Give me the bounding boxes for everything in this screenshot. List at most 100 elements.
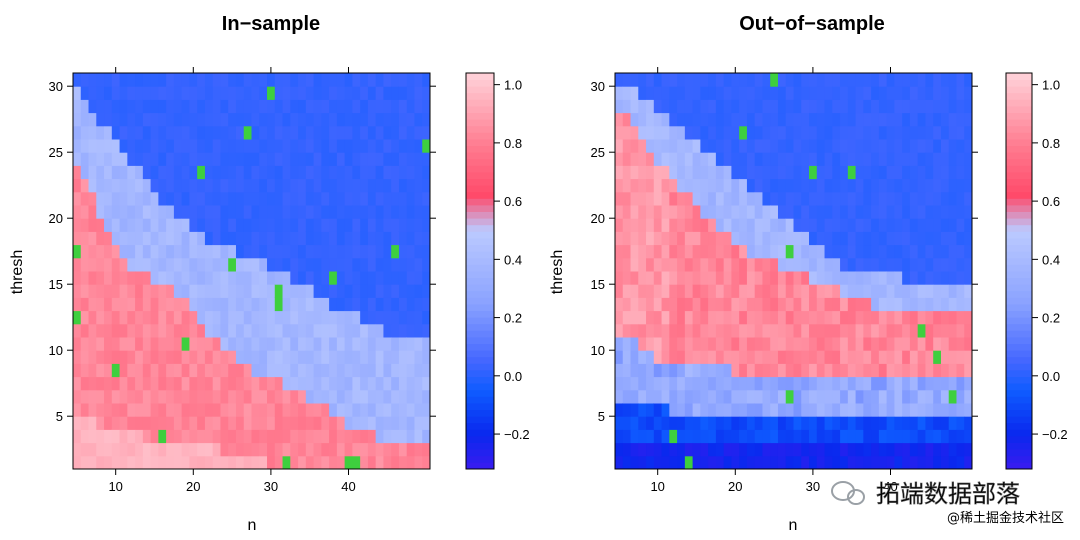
colorbar-segment <box>1006 165 1032 173</box>
heatmap-cell <box>259 139 268 153</box>
heatmap-cell <box>375 165 384 180</box>
colorbar-segment <box>466 99 494 107</box>
heatmap-cell <box>816 112 826 127</box>
colorbar-frame <box>1005 72 1033 470</box>
heatmap-cell <box>80 165 90 180</box>
heatmap-cell <box>878 191 888 206</box>
heatmap-cell <box>964 389 973 404</box>
heatmap-cell <box>777 284 787 298</box>
heatmap-cell <box>119 86 128 100</box>
heatmap-cell <box>715 86 725 100</box>
heatmap-cell <box>398 257 408 272</box>
heatmap-cell <box>321 403 330 417</box>
heatmap-cell <box>336 205 346 219</box>
heatmap-cell <box>917 125 926 140</box>
heatmap-cell <box>313 376 322 391</box>
colorbar-tick-label: 0.2 <box>504 311 522 326</box>
heatmap-cell <box>243 429 252 444</box>
heatmap-cell <box>894 139 903 153</box>
heatmap-cell <box>414 231 423 246</box>
heatmap-cell <box>274 442 284 457</box>
heatmap-cell <box>917 218 926 232</box>
heatmap-cell <box>832 112 841 127</box>
heatmap-cell <box>367 455 377 470</box>
heatmap-cell <box>104 99 113 114</box>
heatmap-cell <box>708 86 717 100</box>
heatmap-cell <box>661 403 670 417</box>
heatmap-cell <box>615 205 624 219</box>
heatmap-cell <box>940 376 950 391</box>
heatmap-cell <box>212 389 221 404</box>
heatmap-cell <box>313 191 322 206</box>
heatmap-cell <box>414 284 423 298</box>
heatmap-cell <box>158 442 167 457</box>
heatmap-cell <box>638 86 647 100</box>
heatmap-cell <box>816 310 826 325</box>
heatmap-cell <box>204 99 214 114</box>
heatmap-cell <box>305 191 315 206</box>
heatmap-cell <box>367 152 377 166</box>
watermark-site: @稀土掘金技术社区 <box>947 510 1064 526</box>
heatmap-cell <box>367 125 377 140</box>
heatmap-cell <box>840 376 849 391</box>
heatmap-cell <box>321 337 330 351</box>
heatmap-cell <box>777 337 787 351</box>
heatmap-cell <box>150 257 159 272</box>
heatmap-cell <box>142 139 152 153</box>
heatmap-cell <box>336 125 346 140</box>
heatmap-cell <box>383 323 392 338</box>
heatmap-cell <box>111 178 121 193</box>
heatmap-cell <box>344 455 353 470</box>
heatmap-cell <box>181 455 190 470</box>
heatmap-cell <box>111 244 121 259</box>
heatmap-cell <box>762 178 771 193</box>
heatmap-cell <box>824 191 833 206</box>
heatmap-cell <box>398 205 408 219</box>
heatmap-cell <box>80 323 90 338</box>
heatmap-cell <box>940 125 950 140</box>
heatmap-cell <box>220 403 229 417</box>
heatmap-cell <box>398 99 408 114</box>
heatmap-cell <box>398 152 408 166</box>
heatmap-cell <box>73 244 82 259</box>
heatmap-cell <box>305 337 315 351</box>
heatmap-cell <box>321 244 330 259</box>
heatmap-cell <box>111 152 121 166</box>
heatmap-cell <box>646 363 655 378</box>
heatmap-cell <box>329 178 338 193</box>
heatmap-cell <box>251 244 260 259</box>
heatmap-cell <box>933 442 942 457</box>
heatmap-cell <box>243 231 252 246</box>
heatmap-cell <box>274 297 284 312</box>
heatmap-cell <box>282 125 291 140</box>
heatmap-cell <box>785 178 794 193</box>
heatmap-cell <box>917 139 926 153</box>
heatmap-cell <box>723 244 732 259</box>
colorbar-segment <box>1006 409 1032 417</box>
heatmap-cell <box>189 165 198 180</box>
heatmap-cell <box>816 389 826 404</box>
heatmap-cell <box>731 429 740 444</box>
heatmap-cell <box>313 244 322 259</box>
heatmap-cell <box>692 376 701 391</box>
heatmap-cell <box>251 231 260 246</box>
heatmap-cell <box>964 429 973 444</box>
heatmap-cell <box>391 310 400 325</box>
colorbar-segment <box>466 73 494 80</box>
heatmap-cell <box>391 99 400 114</box>
heatmap-cell <box>259 231 268 246</box>
heatmap-cell <box>104 165 113 180</box>
heatmap-cell <box>793 429 802 444</box>
heatmap-cell <box>158 112 167 127</box>
heatmap-cell <box>886 112 895 127</box>
heatmap-cell <box>375 257 384 272</box>
heatmap-cell <box>715 389 725 404</box>
heatmap-cell <box>785 152 794 166</box>
heatmap-cell <box>646 455 655 470</box>
heatmap-cell <box>638 139 647 153</box>
heatmap-cell <box>422 363 431 378</box>
heatmap-cell <box>375 218 384 232</box>
heatmap-cell <box>770 297 779 312</box>
heatmap-cell <box>181 139 190 153</box>
